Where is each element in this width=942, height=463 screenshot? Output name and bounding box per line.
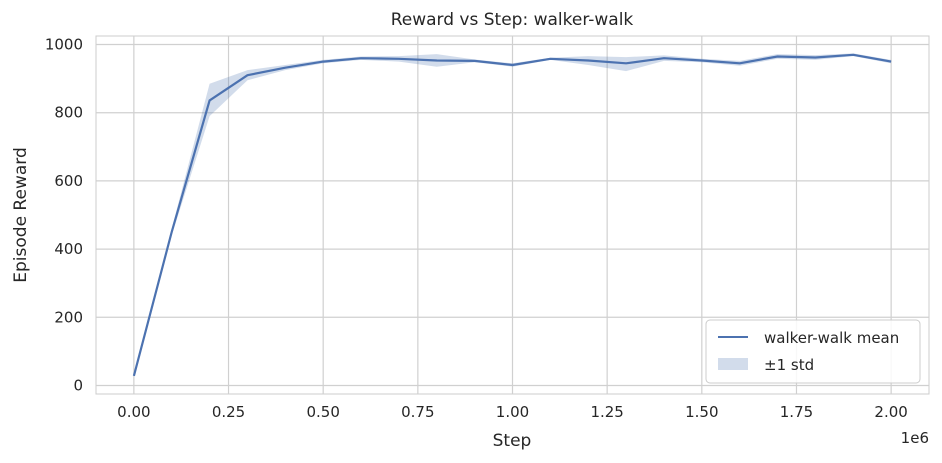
y-tick-labels: 0 200 400 600 800 1000	[45, 36, 83, 395]
x-tick-label: 0.75	[401, 403, 434, 421]
x-axis-label: Step	[493, 431, 532, 451]
y-axis-label: Episode Reward	[11, 147, 31, 282]
x-tick-label: 0.00	[117, 403, 150, 421]
x-tick-label: 2.00	[874, 403, 907, 421]
x-tick-label: 1.25	[590, 403, 623, 421]
std-band	[133, 53, 892, 376]
y-tick-label: 1000	[45, 36, 83, 54]
std-band-area	[133, 53, 892, 376]
legend-label-mean: walker-walk mean	[764, 329, 899, 347]
x-tick-labels: 0.00 0.25 0.50 0.75 1.00 1.25 1.50 1.75 2.00	[117, 403, 908, 421]
y-tick-label: 600	[54, 172, 83, 190]
mean-line	[132, 53, 892, 377]
x-tick-label: 1.50	[685, 403, 718, 421]
y-tick-label: 0	[73, 376, 83, 394]
legend-label-std: ±1 std	[764, 356, 814, 374]
y-tick-label: 800	[54, 104, 83, 122]
grid	[96, 36, 929, 394]
legend-box	[705, 319, 921, 384]
y-tick-label: 200	[54, 308, 83, 326]
x-tick-label: 0.25	[212, 403, 245, 421]
chart-title: Reward vs Step: walker-walk	[391, 10, 634, 30]
x-tick-label: 1.00	[496, 403, 529, 421]
legend-band-swatch	[718, 358, 748, 370]
y-tick-label: 400	[54, 240, 83, 258]
x-tick-label: 1.75	[780, 403, 813, 421]
x-offset-label: 1e6	[901, 429, 929, 447]
x-tick-label: 0.50	[306, 403, 339, 421]
legend: walker-walk mean ±1 std	[705, 319, 921, 384]
